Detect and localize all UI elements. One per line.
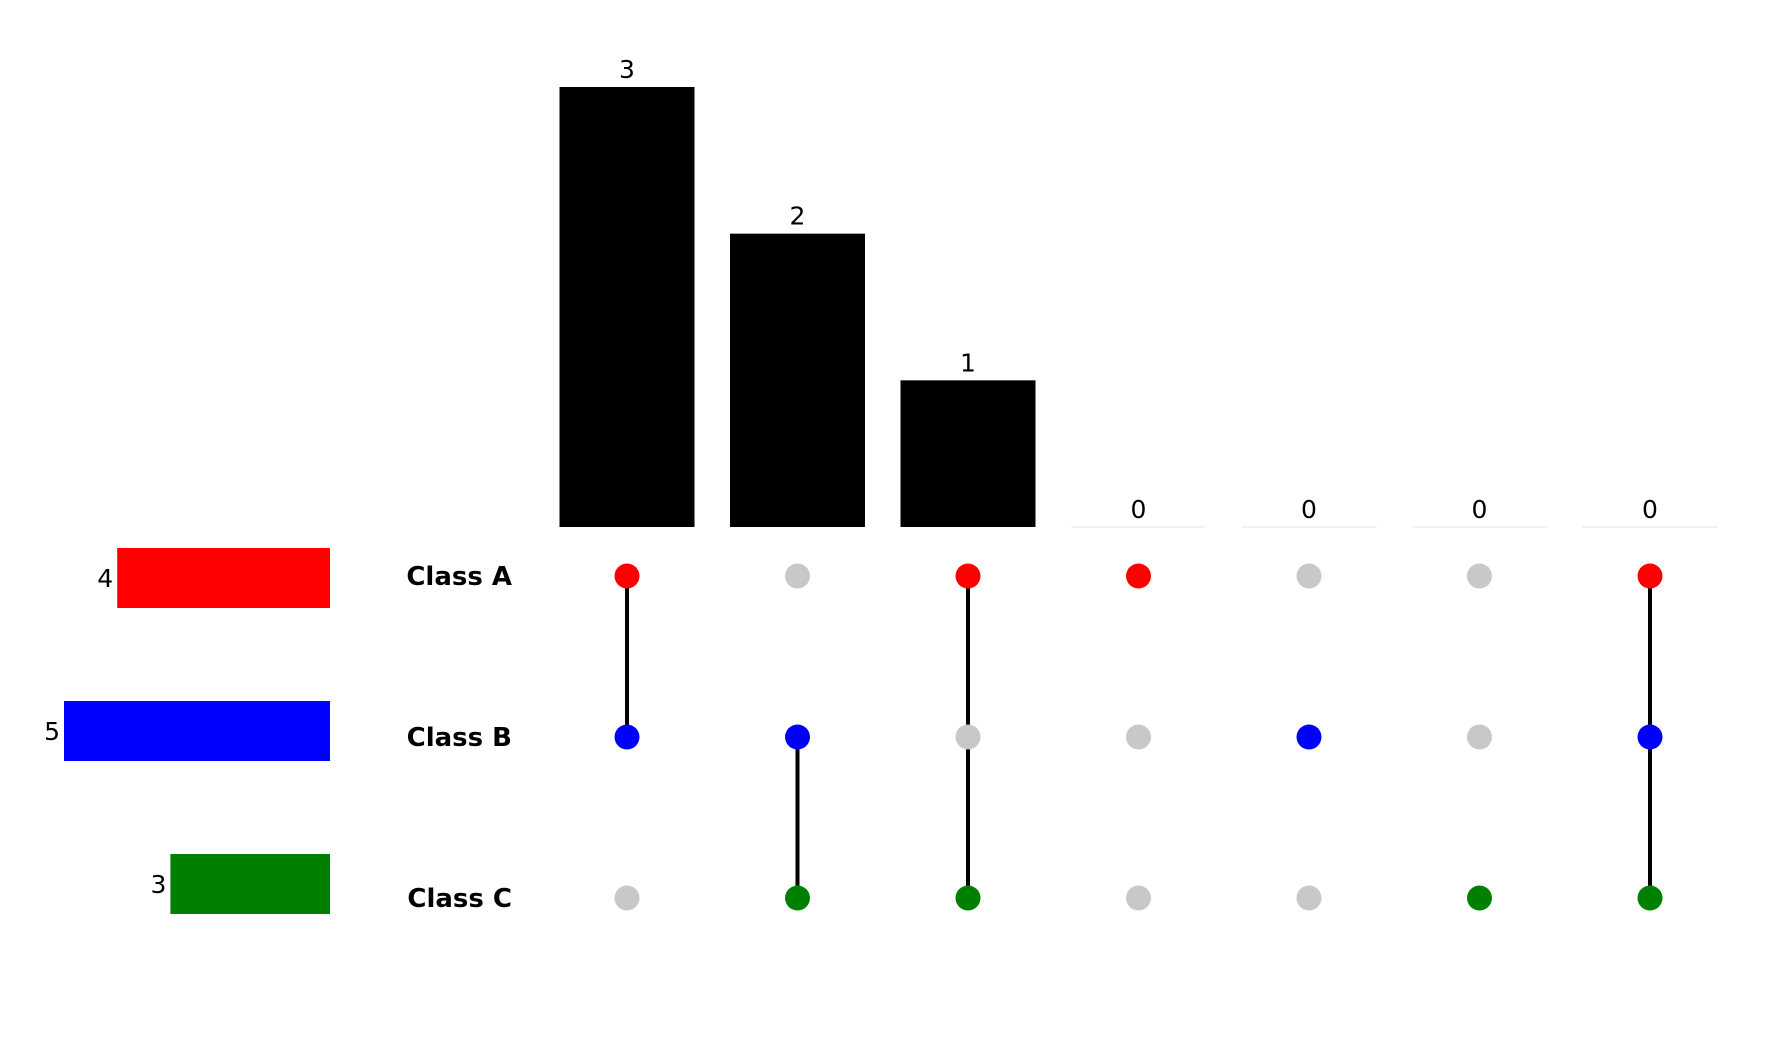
matrix-dot-active — [1637, 724, 1663, 750]
matrix-dot-inactive — [614, 885, 640, 911]
matrix-dot-active — [614, 563, 640, 589]
intersection-count-label: 0 — [1131, 495, 1147, 524]
set-name-label: Class C — [407, 884, 512, 914]
set-size-labels: 4 5 3 — [44, 564, 166, 899]
intersection-bar — [559, 87, 695, 527]
matrix-dot-active — [614, 724, 640, 750]
matrix-dot-inactive — [1467, 724, 1492, 750]
set-size-bar — [170, 854, 330, 914]
matrix-dot-active — [955, 885, 981, 911]
matrix-dot-active — [785, 724, 810, 750]
matrix-dot-active — [785, 885, 810, 911]
intersection-bars — [559, 87, 1718, 528]
set-size-label: 4 — [97, 564, 113, 593]
intersection-count-label: 0 — [1472, 495, 1488, 524]
matrix-dot-active — [1467, 885, 1492, 911]
matrix-dot-inactive — [1296, 885, 1322, 911]
intersection-bar — [730, 233, 865, 527]
matrix-dot-active — [1126, 563, 1151, 589]
set-name-label: Class B — [407, 723, 512, 753]
set-size-label: 5 — [44, 717, 60, 746]
intersection-count-labels: 3 2 1 0 0 0 0 — [619, 55, 1658, 524]
set-size-bar — [64, 701, 330, 761]
set-size-bar — [117, 548, 330, 608]
matrix-dot-inactive — [1296, 563, 1322, 589]
intersection-count-label: 3 — [619, 55, 635, 84]
matrix-dot-inactive — [1126, 724, 1151, 750]
intersection-count-label: 0 — [1642, 495, 1658, 524]
intersection-count-label: 0 — [1301, 495, 1317, 524]
matrix-dots — [614, 563, 1663, 911]
intersection-count-label: 2 — [790, 202, 806, 231]
matrix-dot-active — [1637, 563, 1663, 589]
matrix-dot-active — [1637, 885, 1663, 911]
set-name-labels: Class A Class B Class C — [406, 562, 512, 914]
matrix-dot-active — [1296, 724, 1322, 750]
intersection-bar — [900, 380, 1036, 527]
set-size-bars — [64, 548, 330, 914]
set-size-label: 3 — [150, 870, 166, 899]
set-name-label: Class A — [406, 562, 512, 592]
matrix-dot-inactive — [785, 563, 810, 589]
matrix-dot-inactive — [1467, 563, 1492, 589]
matrix-dot-inactive — [955, 724, 981, 750]
intersection-count-label: 1 — [960, 348, 976, 377]
matrix-dot-inactive — [1126, 885, 1151, 911]
matrix-dot-active — [955, 563, 981, 589]
